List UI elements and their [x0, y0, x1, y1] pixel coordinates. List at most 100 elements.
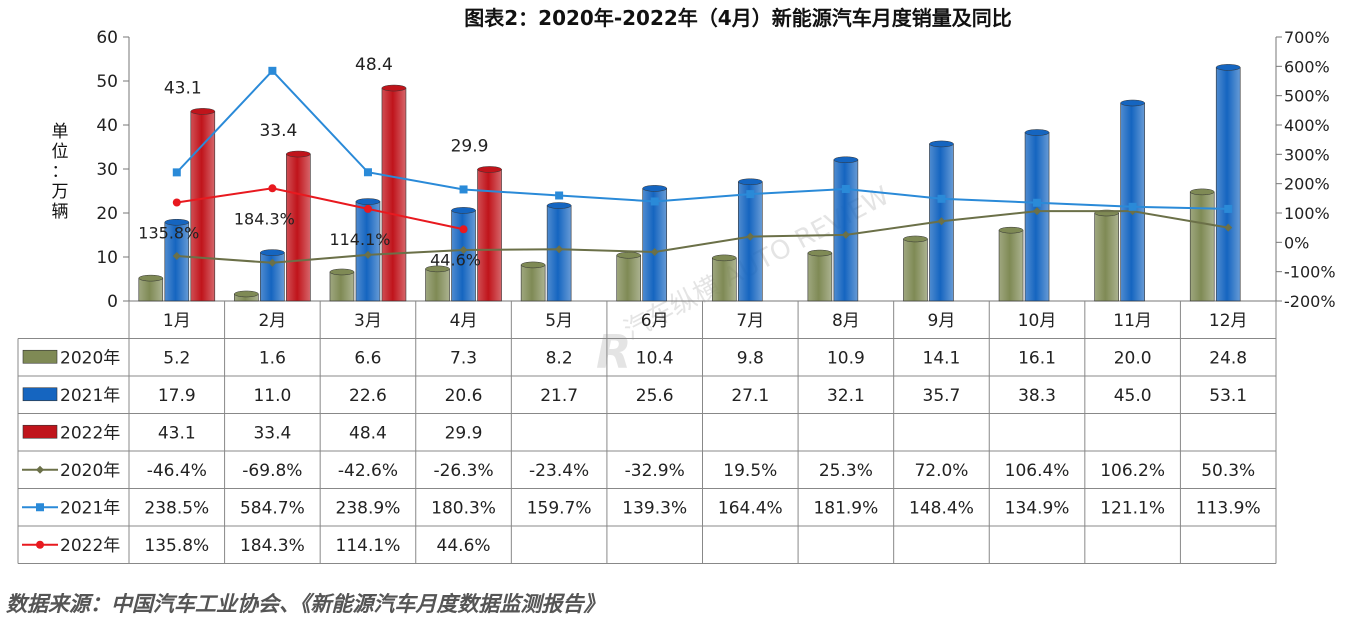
y-axis-label-char: 万 [52, 182, 69, 202]
legend-key-bar [22, 349, 58, 364]
table-cell: -46.4% [147, 461, 207, 481]
x-tick-label: 7月 [736, 311, 764, 331]
bar-top [260, 249, 285, 256]
x-tick-label: 12月 [1209, 311, 1248, 331]
table-cell: 164.4% [718, 498, 783, 518]
table-cell: 44.6% [437, 536, 491, 556]
y2-tick-label: 0% [1284, 233, 1309, 252]
x-tick-label: 2月 [258, 311, 286, 331]
table-cell: 22.6 [349, 386, 387, 406]
bar-top [616, 251, 641, 259]
point-2020年 [555, 245, 564, 254]
point-2020年 [650, 247, 659, 256]
point-2022年 [363, 204, 372, 213]
table-cell: 8.2 [546, 348, 573, 368]
bar-2020年-11月 [1094, 212, 1119, 302]
data-table: 1月 2月 3月 4月 5月 6月 7月 8月 9月 10月 11月 12月 2020年 5.2 1.6 6.… [17, 301, 1277, 564]
bar-top [807, 249, 833, 257]
point-2020年 [459, 246, 468, 255]
table-cell: 148.4% [909, 498, 974, 518]
table-cell: 10.4 [636, 348, 674, 368]
bar-2022年-4月 [477, 169, 502, 302]
x-tick-label: 1月 [163, 311, 191, 331]
point-2020年 [1224, 223, 1233, 232]
x-tick-label: 8月 [832, 311, 860, 331]
bar-top [234, 290, 259, 298]
bar-top [164, 218, 190, 226]
bar-2020年-5月 [520, 264, 546, 302]
table-cell: 16.1 [1018, 348, 1056, 368]
point-2021年 [1224, 204, 1233, 213]
bar-2020年-3月 [329, 271, 355, 302]
y2-tick-label: -200% [1284, 292, 1336, 311]
table-cell: 24.8 [1209, 348, 1247, 368]
table-cell: 238.9% [336, 498, 401, 518]
bar-top [286, 150, 311, 158]
point-2022年 [172, 198, 181, 207]
table-cell: 121.1% [1100, 498, 1165, 518]
table-cell: 9.8 [737, 348, 764, 368]
bar-2021年-1月 [164, 221, 190, 302]
point-2021年 [1033, 198, 1042, 207]
y-axis-label-char: 辆 [52, 202, 69, 222]
table-cell: 25.3% [819, 461, 873, 481]
y2-tick-label: 700% [1284, 28, 1330, 47]
y-axis-label: 单位：万辆 [52, 122, 69, 222]
table-cell: 10.9 [827, 348, 865, 368]
data-label-2022: 29.9 [451, 136, 489, 156]
y2-tick-label: -100% [1284, 263, 1336, 282]
axes: 0 10 20 30 40 50 60 -200% -100% 0% 100% 200% 300% 400… [96, 28, 1335, 312]
table-cell: -23.4% [529, 461, 589, 481]
bar-top [712, 254, 737, 262]
y2-tick-label: 500% [1284, 87, 1330, 106]
table-cell: 14.1 [923, 348, 961, 368]
point-2021年 [363, 168, 372, 177]
table-cell: 238.5% [144, 498, 209, 518]
line-2021年 [176, 69, 1229, 210]
point-2021年 [172, 168, 181, 177]
bar-2020年-10月 [998, 229, 1024, 302]
table-cell: -26.3% [433, 461, 493, 481]
legend-key-bar [22, 424, 58, 439]
table-cell: 50.3% [1201, 461, 1255, 481]
y2-tick-label: 400% [1284, 116, 1330, 135]
table-cell: 106.2% [1100, 461, 1165, 481]
bar-top [1024, 129, 1050, 136]
legend-key-bar [22, 387, 58, 402]
svg-text:R: R [596, 325, 631, 379]
lines [172, 66, 1233, 267]
x-tick-label: 3月 [354, 311, 382, 331]
bar-top [329, 268, 355, 276]
point-2020年 [746, 232, 755, 241]
bar-2020年-8月 [807, 252, 833, 302]
data-label-2022: 48.4 [355, 55, 393, 75]
table-cell: 25.6 [636, 386, 674, 406]
bar-top [998, 226, 1024, 234]
y-axis-label-char: 位 [52, 142, 69, 162]
table-cell: 43.1 [158, 423, 196, 443]
table-cell: -32.9% [625, 461, 685, 481]
point-2021年 [1128, 202, 1137, 211]
legend-label: 2021年 [60, 498, 120, 518]
table-cell: 35.7 [923, 386, 961, 406]
table-cell: 19.5% [723, 461, 777, 481]
chart-title: 图表2：2020年-2022年（4月）新能源汽车月度销量及同比 [464, 6, 1011, 30]
table-cell: 184.3% [240, 536, 305, 556]
bar-top [546, 202, 572, 209]
bar-2020年-4月 [425, 268, 450, 302]
data-labels: 43.1 33.4 48.4 29.9 135.8% 184.3% 114.1% 44.6% [138, 55, 488, 269]
x-tick-label: 11月 [1113, 311, 1152, 331]
y-tick-label: 50 [96, 72, 118, 92]
table-cell: -42.6% [338, 461, 398, 481]
legend-label: 2022年 [60, 423, 120, 443]
legend-label: 2022年 [60, 536, 120, 556]
bar-top [190, 108, 216, 115]
bar-2020年-9月 [903, 238, 928, 302]
bar-2020年-12月 [1189, 191, 1215, 302]
bar-top [929, 140, 954, 148]
bar-top [451, 207, 476, 214]
y-tick-label: 20 [96, 204, 118, 224]
point-2021年 [268, 66, 277, 75]
x-tick-label: 6月 [641, 311, 669, 331]
bar-top [833, 156, 859, 164]
